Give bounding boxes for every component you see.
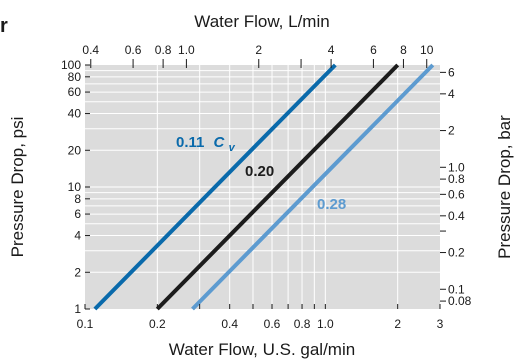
series-label-cv-subscript: v — [229, 142, 236, 154]
x-tick-label: 0.1 — [77, 317, 94, 331]
right-axis-title: Pressure Drop, bar — [495, 115, 514, 259]
series-line-1 — [155, 63, 400, 311]
series-label-cv-020: 0.20 — [245, 163, 274, 180]
x-tick-label: 3 — [437, 317, 444, 331]
series-line-0 — [93, 63, 337, 311]
series-label-cv-028: 0.28 — [317, 196, 346, 213]
right-axis-tick-label: 0.08 — [448, 294, 472, 308]
x-tick-label: 2 — [394, 317, 401, 331]
series-label-cv-symbol: C — [214, 134, 226, 151]
series-lines — [93, 63, 435, 311]
right-axis-tick-label: 4 — [448, 87, 455, 101]
right-axis-tick-label: 0.4 — [448, 209, 465, 223]
top-axis-tick-label: 10 — [420, 43, 434, 57]
y-tick-label: 40 — [68, 107, 82, 121]
y-tick-label: 1 — [74, 302, 81, 316]
right-axis-tick-label: 0.1 — [448, 282, 465, 296]
x-tick-label: 0.6 — [264, 317, 281, 331]
top-axis-tick-label: 4 — [328, 43, 335, 57]
right-axis-tick-label: 2 — [448, 124, 455, 138]
top-axis-tick-label: 8 — [400, 43, 407, 57]
y-tick-label: 80 — [68, 70, 82, 84]
y-tick-label: 2 — [74, 265, 81, 279]
grid-lines — [85, 65, 440, 309]
y-tick-label: 4 — [74, 229, 81, 243]
right-axis-tick-label: 1.0 — [448, 160, 465, 174]
top-axis-tick-label: 0.8 — [155, 43, 172, 57]
x-axis-title: Water Flow, U.S. gal/min — [169, 340, 355, 359]
top-axis-tick-label: 1.0 — [178, 43, 195, 57]
corner-text-fragment: r — [0, 15, 8, 37]
y-tick-label: 60 — [68, 85, 82, 99]
series-label-cv-011: 0.11 C v — [176, 134, 236, 154]
right-axis-tick-label: 0.8 — [448, 172, 465, 186]
top-axis-tick-label: 0.4 — [82, 43, 99, 57]
right-axis-tick-label: 0.2 — [448, 246, 465, 260]
top-axis-title: Water Flow, L/min — [194, 12, 329, 31]
y-tick-label: 6 — [74, 207, 81, 221]
series-line-2 — [191, 63, 435, 311]
tick-labels: 0.1 0.2 0.4 0.6 0.8 1.0 2 31246810204060801000.… — [61, 43, 472, 331]
axis-ticks — [84, 59, 446, 310]
right-axis-tick-label: 0.6 — [448, 187, 465, 201]
y-tick-label: 20 — [68, 143, 82, 157]
y-axis-title: Pressure Drop, psi — [8, 117, 27, 258]
x-tick-label: 0.8 — [294, 317, 311, 331]
y-tick-label: 8 — [74, 192, 81, 206]
x-tick-label: 0.4 — [221, 317, 238, 331]
y-tick-label: 100 — [61, 58, 81, 72]
right-axis-tick-label: 6 — [448, 65, 455, 79]
series-label-value: 0.11 — [176, 134, 204, 151]
top-axis-tick-label: 0.6 — [125, 43, 142, 57]
x-tick-label: 0.2 — [149, 317, 166, 331]
top-axis-tick-label: 6 — [370, 43, 377, 57]
top-axis-tick-label: 2 — [255, 43, 262, 57]
x-tick-label: 1.0 — [317, 317, 334, 331]
y-tick-label: 10 — [68, 180, 82, 194]
